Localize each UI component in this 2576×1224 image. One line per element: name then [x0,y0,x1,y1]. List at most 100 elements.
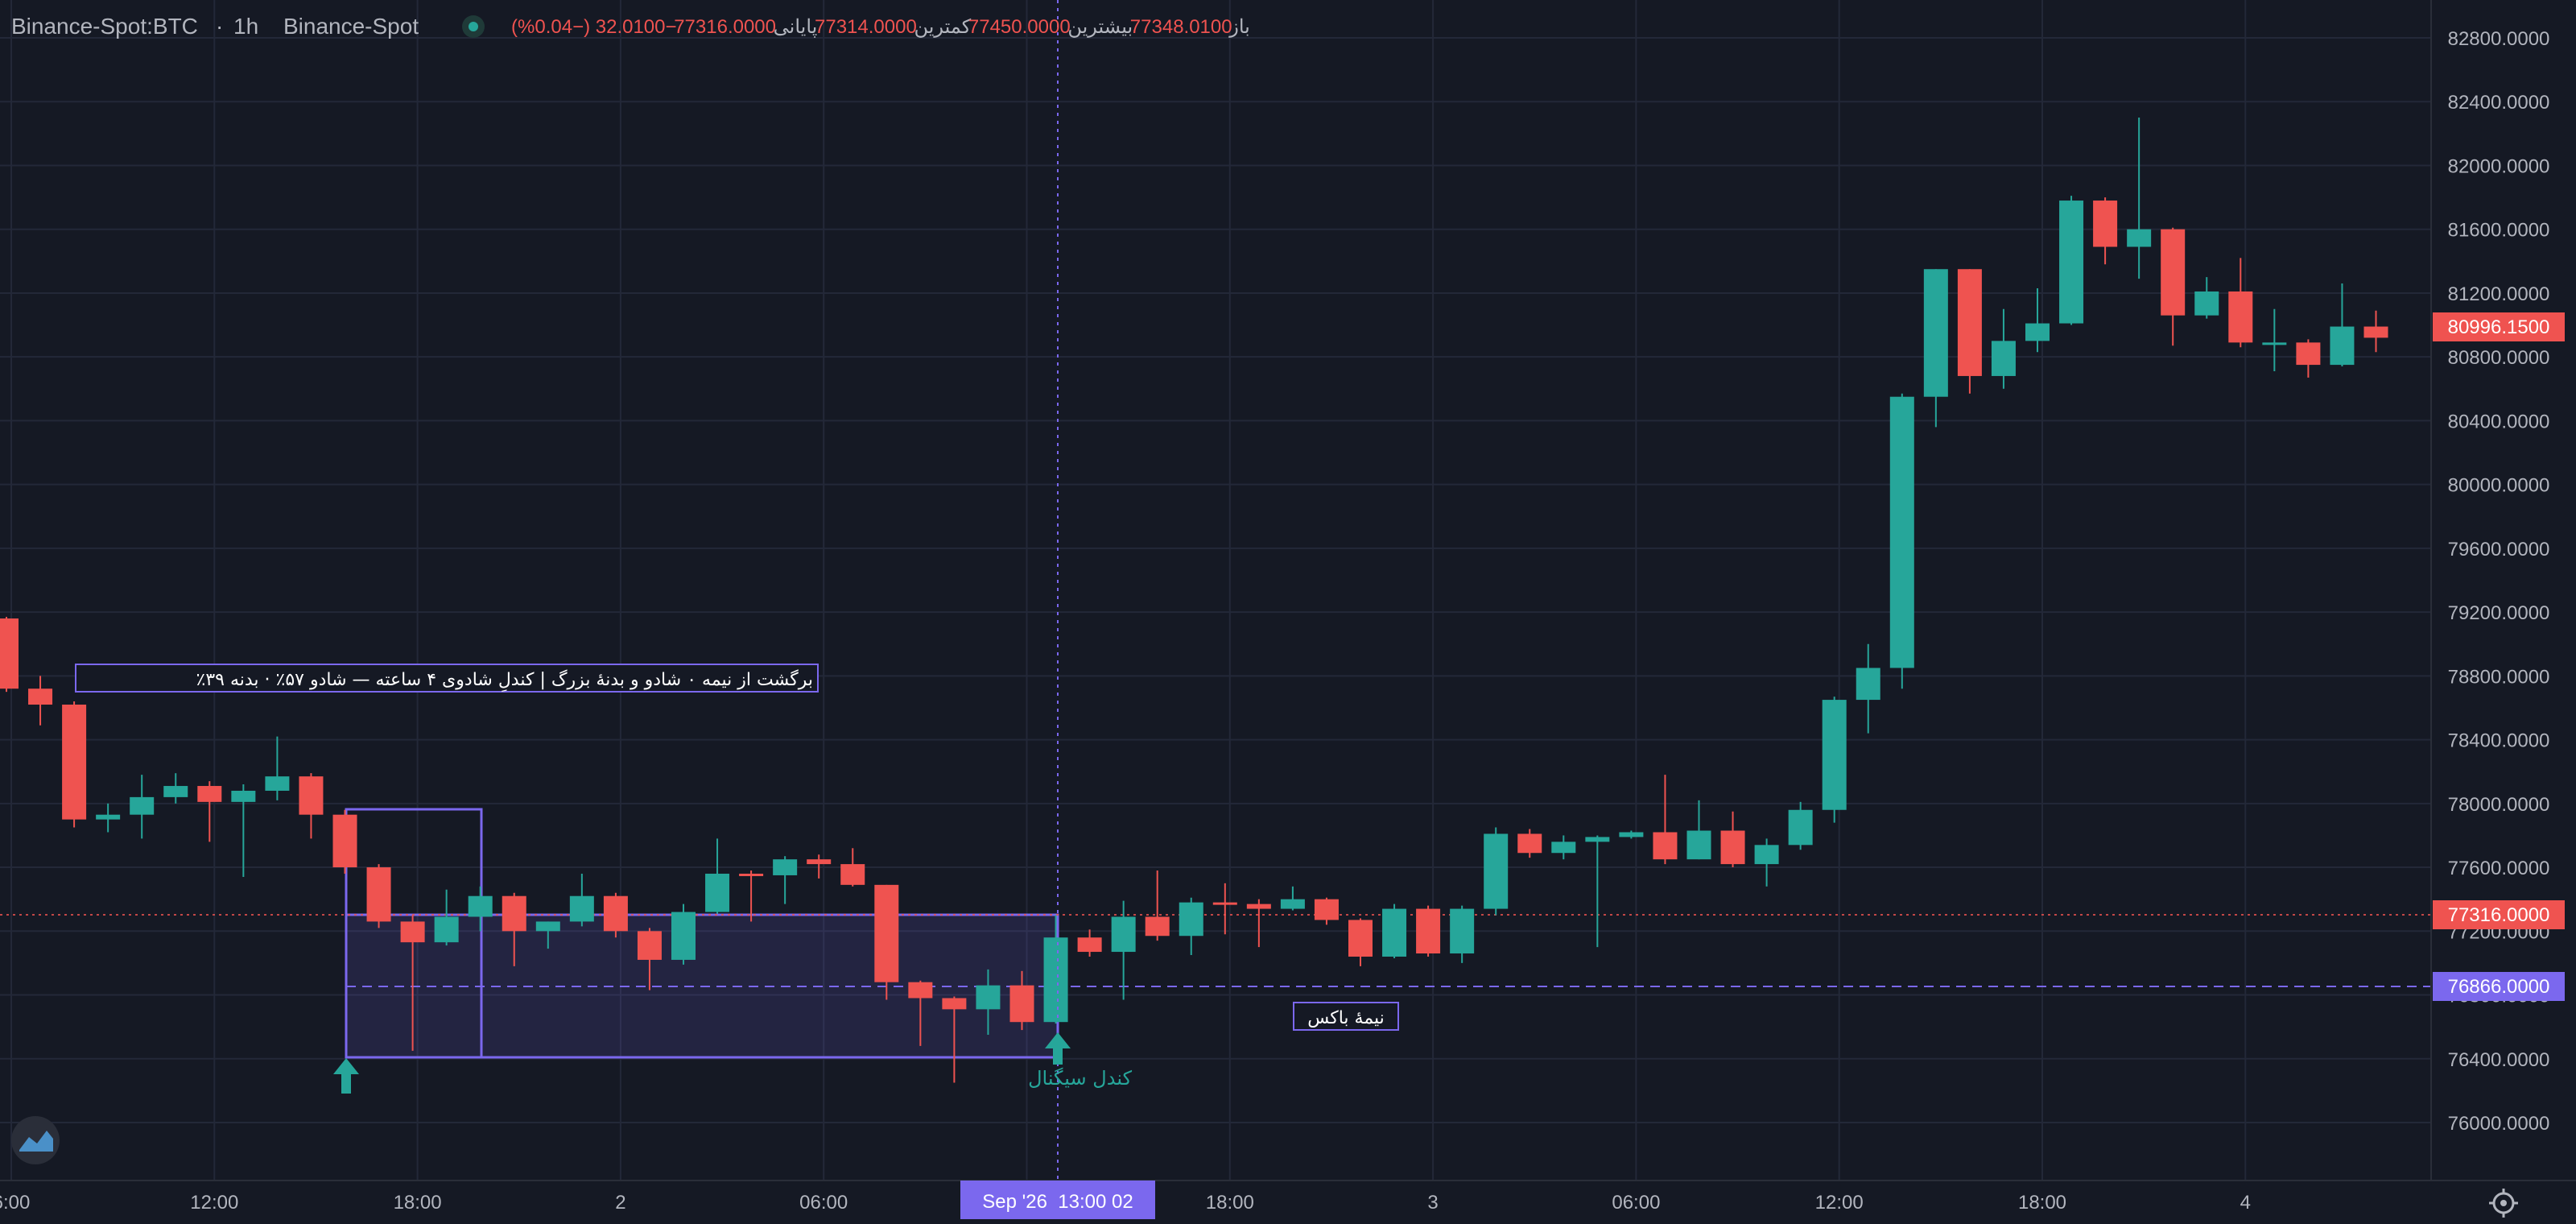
candle-bearish[interactable] [1077,929,1102,957]
candle-bearish[interactable] [1720,811,1745,868]
four-hour-candle-box[interactable] [345,808,483,1059]
candle-bullish[interactable] [1179,897,1203,956]
candle-bearish[interactable] [197,781,222,842]
candle-bearish[interactable] [2228,258,2253,348]
candle-body [197,786,222,802]
candle-bearish[interactable] [637,928,662,990]
candle-bearish[interactable] [332,809,357,874]
candle-bearish[interactable] [840,848,865,887]
candle-bearish[interactable] [28,676,53,726]
candle-bullish[interactable] [1822,697,1847,823]
candle-bullish[interactable] [2330,283,2355,367]
candle-bullish[interactable] [2127,118,2152,279]
time-axis[interactable]: 6:0012:0018:00206:0012:0018:00306:0012:0… [0,1180,2576,1224]
candle-bearish[interactable] [400,915,425,1051]
candle-bearish[interactable] [502,892,526,966]
candle-bullish[interactable] [468,886,493,932]
box-mid-label[interactable]: نیمهٔ باکس [1307,1008,1385,1028]
candle-bearish[interactable] [807,854,832,879]
candle-bullish[interactable] [705,838,730,914]
price-tick-label: 82400.0000 [2448,92,2550,114]
candle-bullish[interactable] [1043,915,1068,1024]
candle-bullish[interactable] [163,773,188,804]
ohlc-low-value: 77314.0000 [815,16,917,38]
candle-bullish[interactable] [1619,830,1644,839]
candle-bullish[interactable] [96,803,121,833]
candle-body [0,618,19,689]
candle-bullish[interactable] [2059,196,2084,325]
annotation-title[interactable]: ٪برگشت از نیمه ۰ شادو و بدنهٔ بزرگ | کند… [196,669,814,693]
candle-bearish[interactable] [874,884,899,1000]
price-tick-label: 81200.0000 [2448,283,2550,305]
candle-bullish[interactable] [2025,287,2050,353]
candle-bearish[interactable] [1212,883,1237,935]
candle-bullish[interactable] [1856,643,1880,734]
price-axis[interactable]: 76000.000076400.000076800.000077200.0000… [2430,0,2576,1181]
candle-body [231,790,256,802]
candle-bullish[interactable] [1585,835,1610,948]
exchange-label[interactable]: Binance-Spot [283,14,419,39]
candle-bearish[interactable] [2363,310,2388,353]
candle-bullish[interactable] [976,969,1001,1036]
candle-body [1077,937,1102,953]
candle-bearish[interactable] [1653,775,1678,865]
candle-bullish[interactable] [1111,900,1136,1000]
candle-body [1043,937,1068,1023]
candle-bullish[interactable] [2262,308,2287,372]
candle-bullish[interactable] [265,736,290,800]
candle-bullish[interactable] [535,921,560,949]
candle-bearish[interactable] [0,617,19,693]
candle-bullish[interactable] [671,904,696,965]
candle-bullish[interactable] [1484,827,1509,916]
candle-body [332,814,357,868]
candle-bearish[interactable] [942,996,967,1083]
candle-bullish[interactable] [1382,904,1407,958]
candle-bullish[interactable] [2194,277,2219,319]
candle-bullish[interactable] [434,889,459,946]
interval-label[interactable]: 1h [233,14,258,39]
candle-bullish[interactable] [1551,835,1576,860]
price-tick-label: 78400.0000 [2448,730,2550,752]
candle-bullish[interactable] [130,775,155,839]
tradingview-logo-icon[interactable] [11,1116,60,1164]
candle-bearish[interactable] [1348,918,1373,966]
symbol-title[interactable]: Binance-Spot:BTC [11,14,198,39]
candle-bullish[interactable] [569,873,594,927]
candle-bearish[interactable] [2161,227,2186,346]
candle-body [1484,833,1509,909]
candle-bearish[interactable] [2296,339,2321,378]
candle-bearish[interactable] [1416,905,1441,957]
candle-bullish[interactable] [773,856,798,904]
candle-bullish[interactable] [1686,800,1711,860]
candle-bearish[interactable] [366,864,391,928]
candle-bearish[interactable] [62,701,87,828]
candle-bearish[interactable] [1314,897,1339,925]
candle-bearish[interactable] [908,980,933,1046]
candle-bearish[interactable] [2093,197,2118,265]
candle-body [468,895,493,917]
candle-bullish[interactable] [1788,801,1813,850]
candle-bullish[interactable] [1991,308,2016,389]
candle-bullish[interactable] [1280,886,1305,911]
crosshair-time-value: Sep '26 13:00 02 [982,1191,1133,1213]
candle-bearish[interactable] [603,892,628,938]
candle-bearish[interactable] [1145,870,1170,941]
candle-bullish[interactable] [231,784,256,877]
candle-bullish[interactable] [1889,393,1914,689]
candle-bearish[interactable] [1009,970,1034,1031]
candle-bearish[interactable] [739,870,764,922]
candle-bullish[interactable] [1450,905,1475,963]
candle-bearish[interactable] [1246,899,1271,948]
price-tick-label: 79600.0000 [2448,539,2550,560]
candle-bearish[interactable] [1517,829,1542,858]
candle-bullish[interactable] [1923,269,1948,428]
candle-body [773,859,798,875]
settings-gear-icon[interactable] [2489,1189,2518,1218]
candle-body [96,814,121,820]
time-tick-label: 06:00 [799,1192,848,1214]
candle-bearish[interactable] [299,773,324,839]
candle-bearish[interactable] [1957,269,1982,394]
candle-bullish[interactable] [1754,838,1779,887]
candle-body [163,786,188,797]
